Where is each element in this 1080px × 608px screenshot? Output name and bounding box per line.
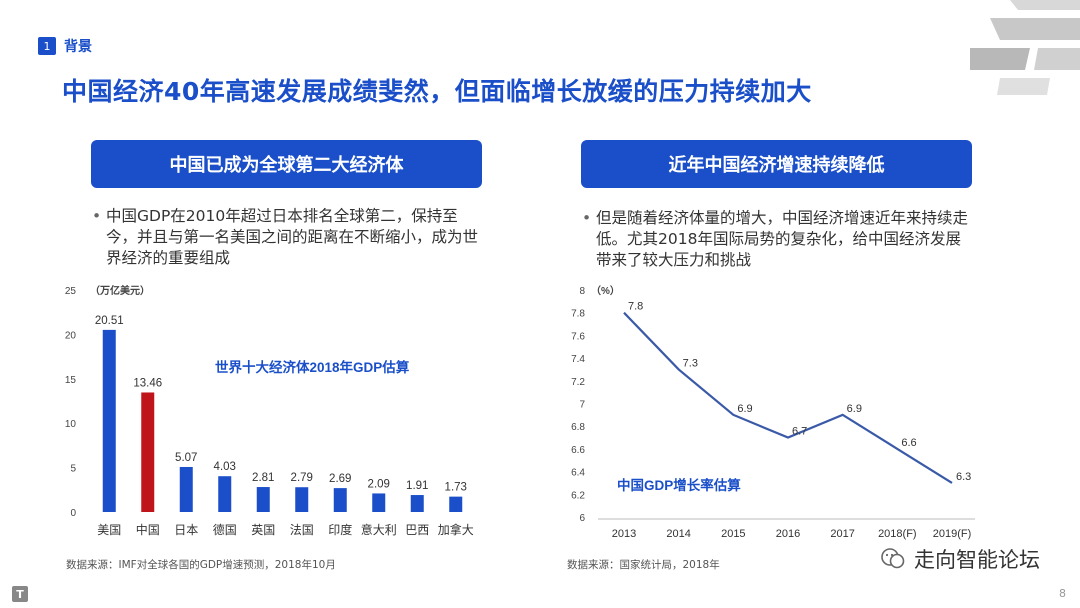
- line-x-tick-label: 2013: [612, 528, 636, 540]
- bar-category-label: 美国: [97, 523, 121, 537]
- right-panel-header: 近年中国经济增速持续降低: [581, 140, 972, 188]
- bullet-dot: •: [92, 207, 102, 225]
- bar: [141, 392, 155, 512]
- line-y-tick-label: 6.4: [571, 468, 585, 479]
- bar: [102, 329, 116, 512]
- line-y-tick-label: 6: [579, 513, 585, 524]
- line-data-label: 6.9: [737, 403, 752, 415]
- bar-category-label: 日本: [174, 523, 198, 537]
- line-y-tick-label: 6.8: [571, 422, 585, 433]
- bar: [256, 487, 270, 512]
- bar: [295, 487, 309, 512]
- bar-value-label: 1.73: [445, 482, 467, 494]
- bar-category-label: 法国: [290, 523, 314, 537]
- bar-y-tick-label: 0: [70, 508, 76, 519]
- bar: [333, 488, 347, 512]
- line-x-tick-label: 2016: [776, 528, 800, 540]
- bar-value-label: 2.81: [252, 472, 274, 484]
- right-bullet: • 但是随着经济体量的增大，中国经济增速近年来持续走低。尤其2018年国际局势的…: [582, 208, 976, 271]
- left-bullet: • 中国GDP在2010年超过日本排名全球第二，保持至今，并且与第一名美国之间的…: [92, 206, 486, 269]
- bar-value-label: 5.07: [175, 452, 197, 464]
- wechat-icon: [881, 548, 905, 569]
- watermark: 走向智能论坛: [880, 544, 1040, 574]
- right-source: 数据来源：国家统计局，2018年: [567, 559, 720, 571]
- section-number: 1: [38, 37, 56, 55]
- line-x-tick-label: 2018(F): [878, 528, 917, 540]
- left-panel-header: 中国已成为全球第二大经济体: [91, 140, 482, 188]
- line-x-tick-label: 2017: [830, 528, 854, 540]
- line-y-tick-label: 7.6: [571, 331, 585, 342]
- bar: [410, 495, 424, 512]
- page-title: 中国经济40年高速发展成绩斐然，但面临增长放缓的压力持续加大: [62, 77, 812, 106]
- bar-category-label: 印度: [328, 522, 352, 537]
- line-data-label: 6.3: [956, 471, 971, 483]
- line-y-tick-label: 6.2: [571, 490, 585, 501]
- bar-value-label: 2.79: [291, 472, 313, 484]
- bar: [179, 466, 193, 512]
- bar-value-label: 1.91: [406, 480, 428, 492]
- line-data-label: 6.6: [901, 437, 916, 449]
- bar-y-tick-label: 15: [65, 375, 77, 386]
- bar-category-label: 英国: [251, 523, 275, 537]
- bar-value-label: 13.46: [133, 377, 162, 389]
- line-data-label: 6.9: [847, 403, 862, 415]
- line-y-tick-label: 6.6: [571, 445, 585, 456]
- bar: [372, 493, 386, 512]
- bar-value-label: 4.03: [214, 461, 236, 473]
- footer-logo: T: [12, 586, 28, 602]
- line-y-tick-label: 7.8: [571, 309, 585, 320]
- line-x-tick-label: 2019(F): [933, 528, 972, 540]
- bar-y-tick-label: 5: [70, 464, 76, 475]
- line-data-label: 7.8: [628, 301, 643, 313]
- corner-decoration: [970, 0, 1080, 95]
- bar-y-tick-label: 20: [65, 330, 77, 341]
- bar-category-label: 德国: [213, 522, 237, 537]
- watermark-text: 走向智能论坛: [914, 548, 1040, 572]
- line-y-tick-label: 7.2: [571, 377, 585, 388]
- line-data-label: 7.3: [683, 357, 698, 369]
- left-source: 数据来源：IMF对全球各国的GDP增速预测，2018年10月: [66, 559, 336, 571]
- bar-y-tick-label: 25: [65, 286, 77, 297]
- line-y-tick-label: 7: [579, 400, 585, 411]
- bar: [449, 496, 463, 512]
- line-series-gdp-growth: [623, 311, 953, 484]
- bar-value-label: 2.09: [368, 478, 390, 490]
- line-y-axis-unit: （%）: [591, 284, 620, 297]
- section-tag: 1 背景: [38, 36, 92, 56]
- line-x-tick-label: 2015: [721, 528, 745, 540]
- section-label: 背景: [64, 39, 92, 55]
- bar: [218, 476, 232, 512]
- line-y-tick-label: 7.4: [571, 354, 585, 365]
- left-bullet-text: 中国GDP在2010年超过日本排名全球第二，保持至今，并且与第一名美国之间的距离…: [106, 207, 479, 267]
- bar-category-label: 意大利: [361, 522, 397, 537]
- line-data-label: 6.7: [792, 426, 807, 438]
- bar-value-label: 2.69: [329, 473, 351, 485]
- bar-category-label: 中国: [136, 522, 160, 537]
- line-chart-title: 中国GDP增长率估算: [617, 477, 741, 493]
- bar-category-label: 加拿大: [438, 522, 474, 537]
- bar-value-label: 20.51: [95, 315, 124, 327]
- page-number: 8: [1059, 587, 1066, 600]
- bar-category-label: 巴西: [405, 523, 429, 537]
- bar-y-tick-label: 10: [65, 419, 77, 430]
- line-y-tick-label: 8: [579, 286, 585, 297]
- bar-y-axis-unit: （万亿美元）: [90, 284, 150, 297]
- line-x-tick-label: 2014: [666, 528, 690, 540]
- bullet-dot: •: [582, 209, 592, 227]
- bar-chart-title: 世界十大经济体2018年GDP估算: [215, 359, 410, 375]
- right-bullet-text: 但是随着经济体量的增大，中国经济增速近年来持续走低。尤其2018年国际局势的复杂…: [596, 209, 969, 269]
